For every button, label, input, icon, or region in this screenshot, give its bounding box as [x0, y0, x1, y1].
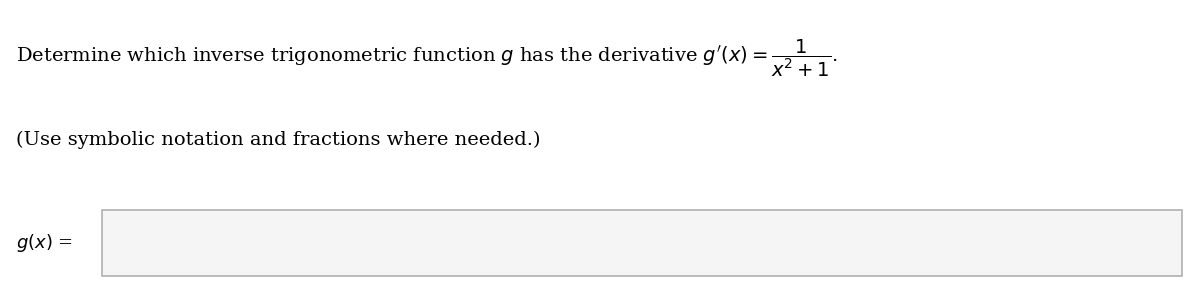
Text: Determine which inverse trigonometric function $g$ has the derivative $g'(x) = \: Determine which inverse trigonometric fu… [16, 38, 838, 79]
Text: (Use symbolic notation and fractions where needed.): (Use symbolic notation and fractions whe… [16, 131, 540, 149]
Text: $g(x)$ =: $g(x)$ = [16, 232, 72, 254]
FancyBboxPatch shape [102, 210, 1182, 276]
